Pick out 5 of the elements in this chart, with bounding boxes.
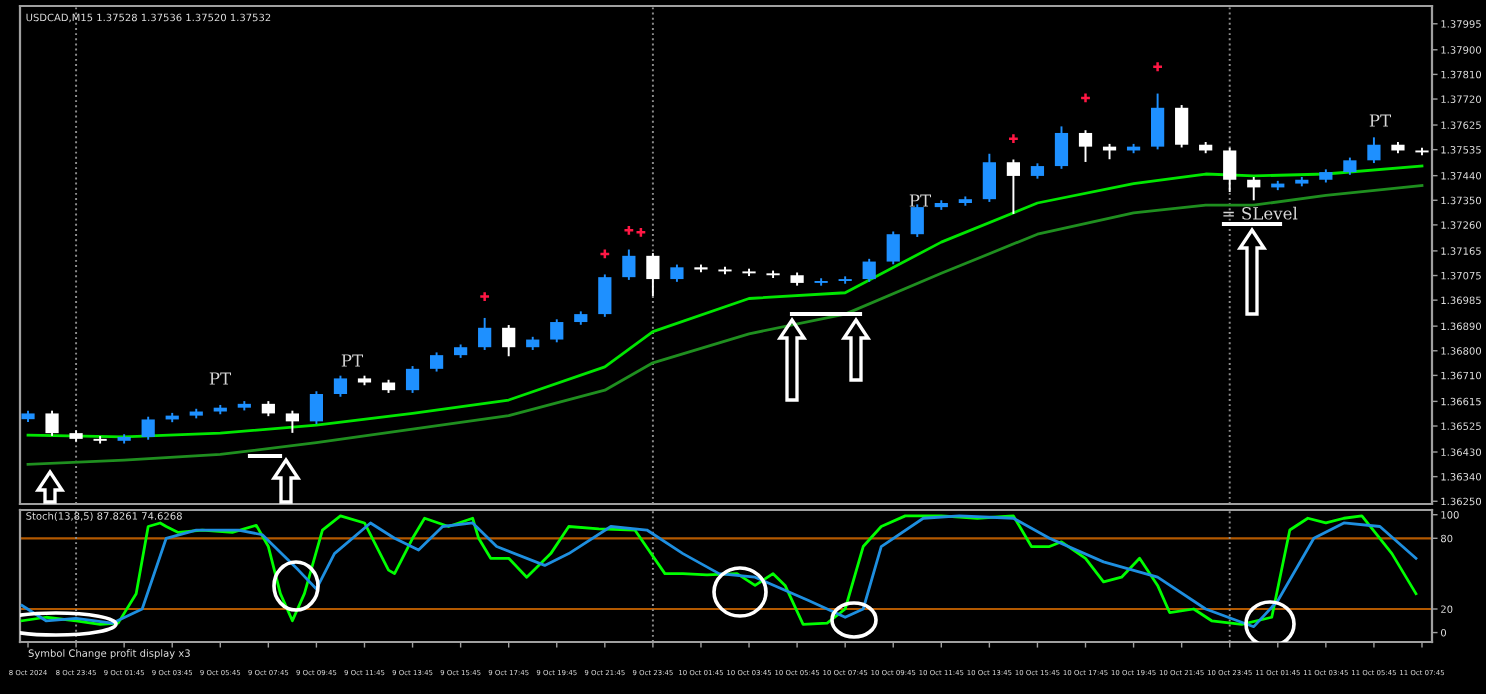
annotation: PT bbox=[341, 354, 363, 367]
annotation: PT bbox=[209, 372, 231, 385]
annotation: = SLevel bbox=[1223, 206, 1298, 220]
annotation: PT bbox=[1369, 114, 1391, 127]
annotation: PT bbox=[909, 194, 931, 207]
